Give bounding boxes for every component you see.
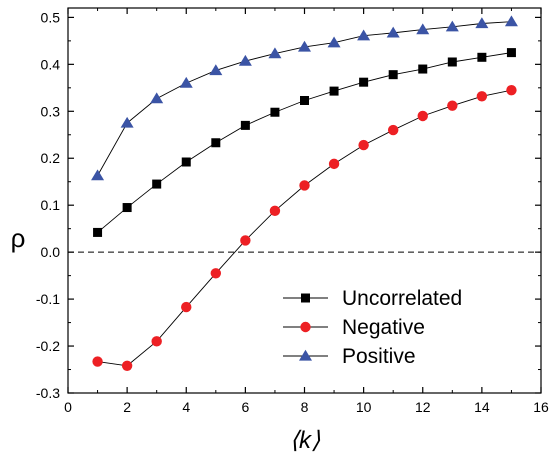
data-point-negative [181,301,192,313]
data-point-negative [151,336,162,347]
y-tick-label: 0.5 [41,9,61,25]
data-point-uncorrelated [418,64,428,74]
data-point-uncorrelated [211,138,221,148]
legend-marker-uncorrelated [301,293,310,303]
legend: Uncorrelated Negative Positive [283,287,462,368]
y-tick-label: 0.0 [41,244,61,260]
x-tick-label: 0 [64,399,72,415]
data-point-positive [386,26,400,38]
x-tick-label: 10 [356,399,372,415]
data-point-negative [358,139,369,151]
data-point-uncorrelated [181,157,191,167]
x-tick-label: 12 [415,399,431,415]
data-point-uncorrelated [93,227,103,237]
data-point-uncorrelated [122,203,132,213]
plot-frame [67,7,542,394]
data-point-negative [417,110,428,122]
data-point-uncorrelated [359,77,369,87]
data-point-positive [150,92,164,104]
data-point-positive [327,36,341,48]
data-point-positive [445,20,459,32]
data-point-positive [504,15,518,27]
data-point-negative [506,84,517,96]
data-point-positive [475,17,489,29]
legend-item-uncorrelated: Uncorrelated [283,287,462,310]
data-point-positive [179,76,193,88]
data-point-uncorrelated [477,52,487,62]
x-tick-label: 16 [533,399,549,415]
data-point-negative [328,158,340,170]
data-point-positive [357,29,371,41]
series-layer [91,15,518,371]
x-tick-label: 6 [241,399,249,415]
legend-label-negative: Negative [342,316,425,339]
data-point-positive [268,47,282,59]
y-tick-label: -0.3 [36,385,60,401]
legend-marker-positive [298,349,313,361]
y-tick-label: 0.1 [41,197,61,213]
data-point-negative [121,360,133,371]
data-point-positive [209,64,223,76]
data-point-negative [240,235,251,246]
y-tick-label: -0.2 [36,338,60,354]
data-point-positive [120,116,134,128]
x-tick-label: 4 [182,399,190,415]
data-point-negative [447,100,458,111]
data-point-uncorrelated [300,95,309,105]
y-tick-label: 0.4 [41,56,61,72]
data-point-uncorrelated [152,179,162,189]
series-uncorrelated [93,48,516,237]
data-point-uncorrelated [240,120,250,130]
y-tick-label: 0.2 [41,150,61,166]
data-point-positive [416,23,430,35]
axes-layer: 0 2 4 6 8 10 12 14 16 -0.3 -0.2 -0.1 0.0 0.1 0.2 0.3 0.4… [36,7,549,415]
data-point-negative [387,124,399,136]
x-tick-label: 2 [123,399,131,415]
series-positive [91,15,518,181]
series-negative [92,84,517,371]
series-line-uncorrelated [97,52,512,233]
data-point-negative [269,205,281,217]
data-point-uncorrelated [506,48,516,58]
data-point-negative [299,180,310,191]
x-axis-label: ⟨k⟩ [290,427,321,454]
legend-label-uncorrelated: Uncorrelated [342,287,462,310]
data-point-positive [91,169,105,181]
data-point-positive [238,54,252,66]
legend-label-positive: Positive [342,345,416,368]
data-point-negative [210,268,222,279]
legend-item-positive: Positive [283,345,416,368]
y-axis-label: ρ [11,223,26,253]
data-point-negative [92,356,103,367]
data-point-uncorrelated [270,107,280,117]
x-tick-label: 14 [474,399,490,415]
data-point-positive [297,40,312,52]
data-point-negative [476,91,488,102]
y-tick-label: 0.3 [41,103,61,119]
data-point-uncorrelated [329,86,339,96]
x-tick-label: 8 [301,399,309,415]
legend-item-negative: Negative [283,316,425,339]
y-tick-label: -0.1 [36,291,60,307]
data-point-uncorrelated [447,57,457,67]
data-point-uncorrelated [388,70,398,80]
legend-marker-negative [300,321,311,333]
